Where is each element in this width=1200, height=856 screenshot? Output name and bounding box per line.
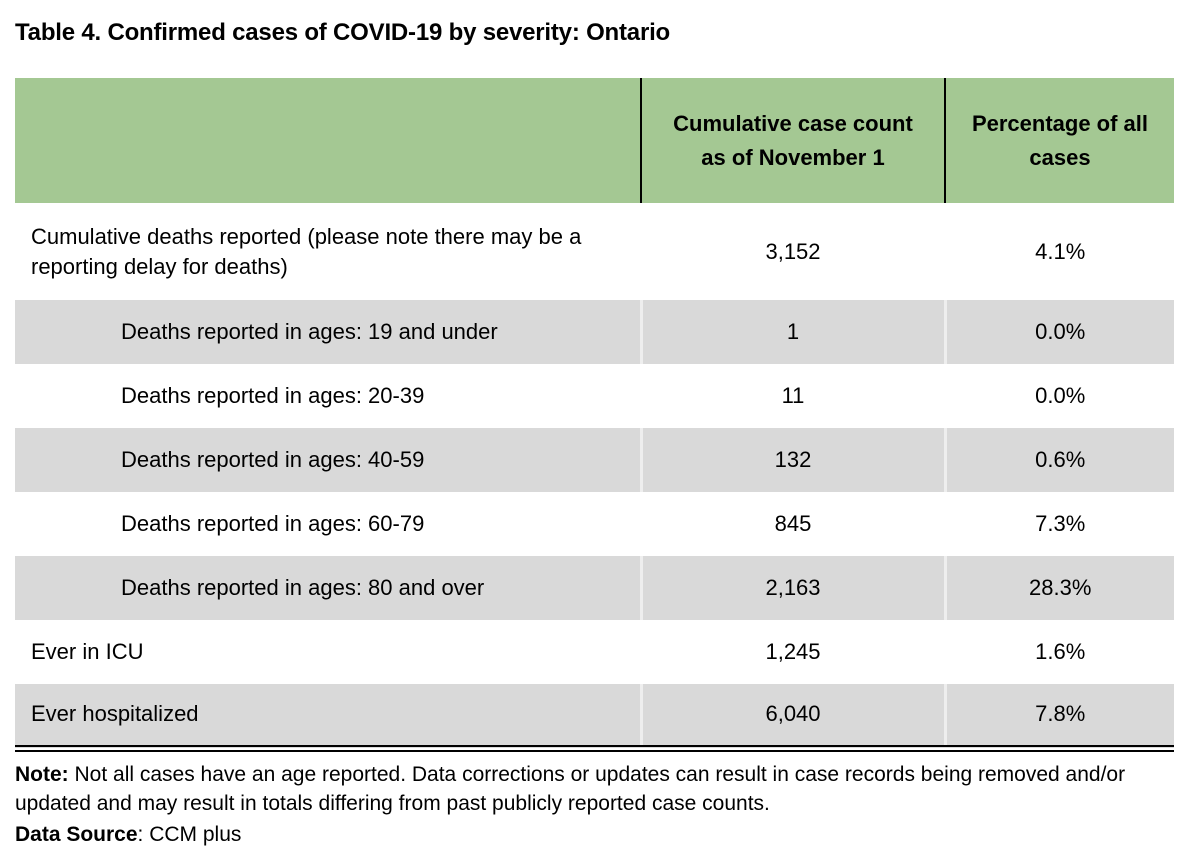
table-row-ever-hospitalized: Ever hospitalized 6,040 7.8% — [15, 684, 1174, 748]
table-row-cumulative-deaths: Cumulative deaths reported (please note … — [15, 203, 1174, 300]
row-count: 11 — [639, 364, 945, 428]
note-label: Note: — [15, 762, 69, 786]
data-source-label: Data Source — [15, 822, 138, 846]
page-title: Table 4. Confirmed cases of COVID-19 by … — [15, 19, 671, 46]
row-count: 132 — [639, 428, 945, 492]
row-count: 2,163 — [639, 556, 945, 620]
row-label: Deaths reported in ages: 80 and over — [121, 575, 485, 600]
table-row-deaths-40-59: Deaths reported in ages: 40-59 132 0.6% — [15, 428, 1174, 492]
covid-severity-table: Cumulative case count as of November 1 P… — [15, 78, 1174, 752]
table-row-ever-icu: Ever in ICU 1,245 1.6% — [15, 620, 1174, 684]
row-count: 845 — [639, 492, 945, 556]
row-label: Deaths reported in ages: 40-59 — [121, 447, 425, 472]
row-count: 6,040 — [639, 684, 945, 748]
row-label: Deaths reported in ages: 19 and under — [121, 319, 498, 344]
table-header-row: Cumulative case count as of November 1 P… — [15, 78, 1174, 203]
row-count: 3,152 — [639, 203, 945, 300]
row-label: Ever hospitalized — [31, 701, 199, 727]
row-label: Deaths reported in ages: 60-79 — [121, 511, 425, 536]
row-percent: 0.6% — [943, 428, 1174, 492]
row-label: Deaths reported in ages: 20-39 — [121, 383, 425, 408]
row-percent: 0.0% — [943, 364, 1174, 428]
table-row-deaths-60-79: Deaths reported in ages: 60-79 845 7.3% — [15, 492, 1174, 556]
table-row-deaths-80-over: Deaths reported in ages: 80 and over 2,1… — [15, 556, 1174, 620]
row-percent: 0.0% — [943, 300, 1174, 364]
table-row-deaths-20-39: Deaths reported in ages: 20-39 11 0.0% — [15, 364, 1174, 428]
row-label: Cumulative deaths reported (please note … — [31, 223, 582, 279]
note-text: Not all cases have an age reported. Data… — [15, 762, 1126, 815]
row-percent: 1.6% — [943, 620, 1174, 684]
data-source-text: : CCM plus — [137, 822, 242, 846]
row-label: Ever in ICU — [31, 639, 144, 664]
header-cell-empty — [15, 78, 641, 203]
header-cell-count: Cumulative case count as of November 1 — [640, 78, 945, 203]
table-note: Note: Not all cases have an age reported… — [15, 760, 1180, 818]
row-percent: 7.3% — [943, 492, 1174, 556]
table-row-deaths-19-under: Deaths reported in ages: 19 and under 1 … — [15, 300, 1174, 364]
header-cell-percent: Percentage of all cases — [944, 78, 1174, 203]
footnotes: Note: Not all cases have an age reported… — [15, 760, 1180, 849]
row-count: 1 — [639, 300, 945, 364]
row-percent: 4.1% — [943, 203, 1174, 300]
row-count: 1,245 — [639, 620, 945, 684]
row-percent: 7.8% — [943, 684, 1174, 748]
data-source: Data Source: CCM plus — [15, 820, 1180, 849]
row-percent: 28.3% — [943, 556, 1174, 620]
